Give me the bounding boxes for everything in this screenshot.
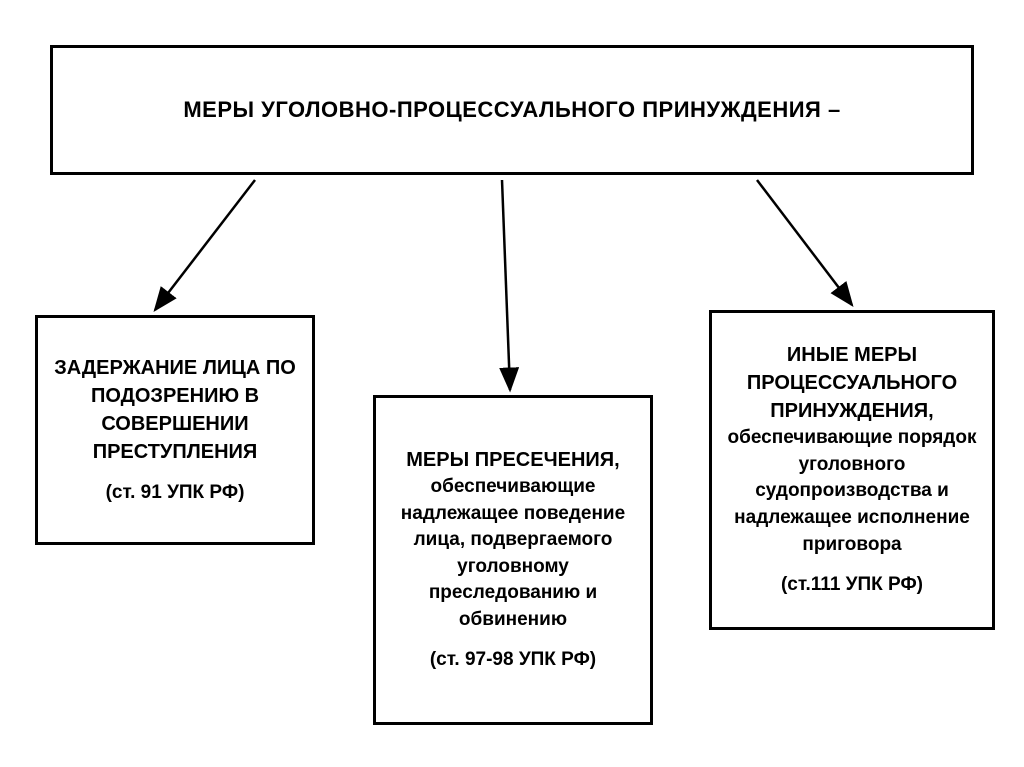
node-right-heading: ИНЫЕ МЕРЫ ПРОЦЕССУАЛЬНОГО ПРИНУЖДЕНИЯ,: [747, 344, 957, 422]
node-right-reference: (ст.111 УПК РФ): [781, 572, 923, 599]
node-center-reference: (ст. 97-98 УПК РФ): [430, 647, 596, 674]
node-right: ИНЫЕ МЕРЫ ПРОЦЕССУАЛЬНОГО ПРИНУЖДЕНИЯ, о…: [709, 310, 995, 630]
node-center: МЕРЫ ПРЕСЕЧЕНИЯ, обеспечивающие надлежащ…: [373, 395, 653, 725]
title-box: МЕРЫ УГОЛОВНО-ПРОЦЕССУАЛЬНОГО ПРИНУЖДЕНИ…: [50, 45, 974, 175]
node-left-reference: (ст. 91 УПК РФ): [106, 480, 245, 507]
arrow-right: [757, 180, 852, 305]
title-text: МЕРЫ УГОЛОВНО-ПРОЦЕССУАЛЬНОГО ПРИНУЖДЕНИ…: [183, 97, 840, 123]
arrow-left: [155, 180, 255, 310]
node-left-heading: ЗАДЕРЖАНИЕ ЛИЦА ПО ПОДОЗРЕНИЮ В СОВЕРШЕН…: [52, 354, 298, 466]
node-right-body: обеспечивающие порядок уголовного судопр…: [728, 427, 977, 554]
arrow-center: [502, 180, 510, 390]
node-center-heading: МЕРЫ ПРЕСЕЧЕНИЯ,: [406, 449, 619, 471]
node-left: ЗАДЕРЖАНИЕ ЛИЦА ПО ПОДОЗРЕНИЮ В СОВЕРШЕН…: [35, 315, 315, 545]
node-center-body: обеспечивающие надлежащее поведение лица…: [401, 476, 625, 630]
